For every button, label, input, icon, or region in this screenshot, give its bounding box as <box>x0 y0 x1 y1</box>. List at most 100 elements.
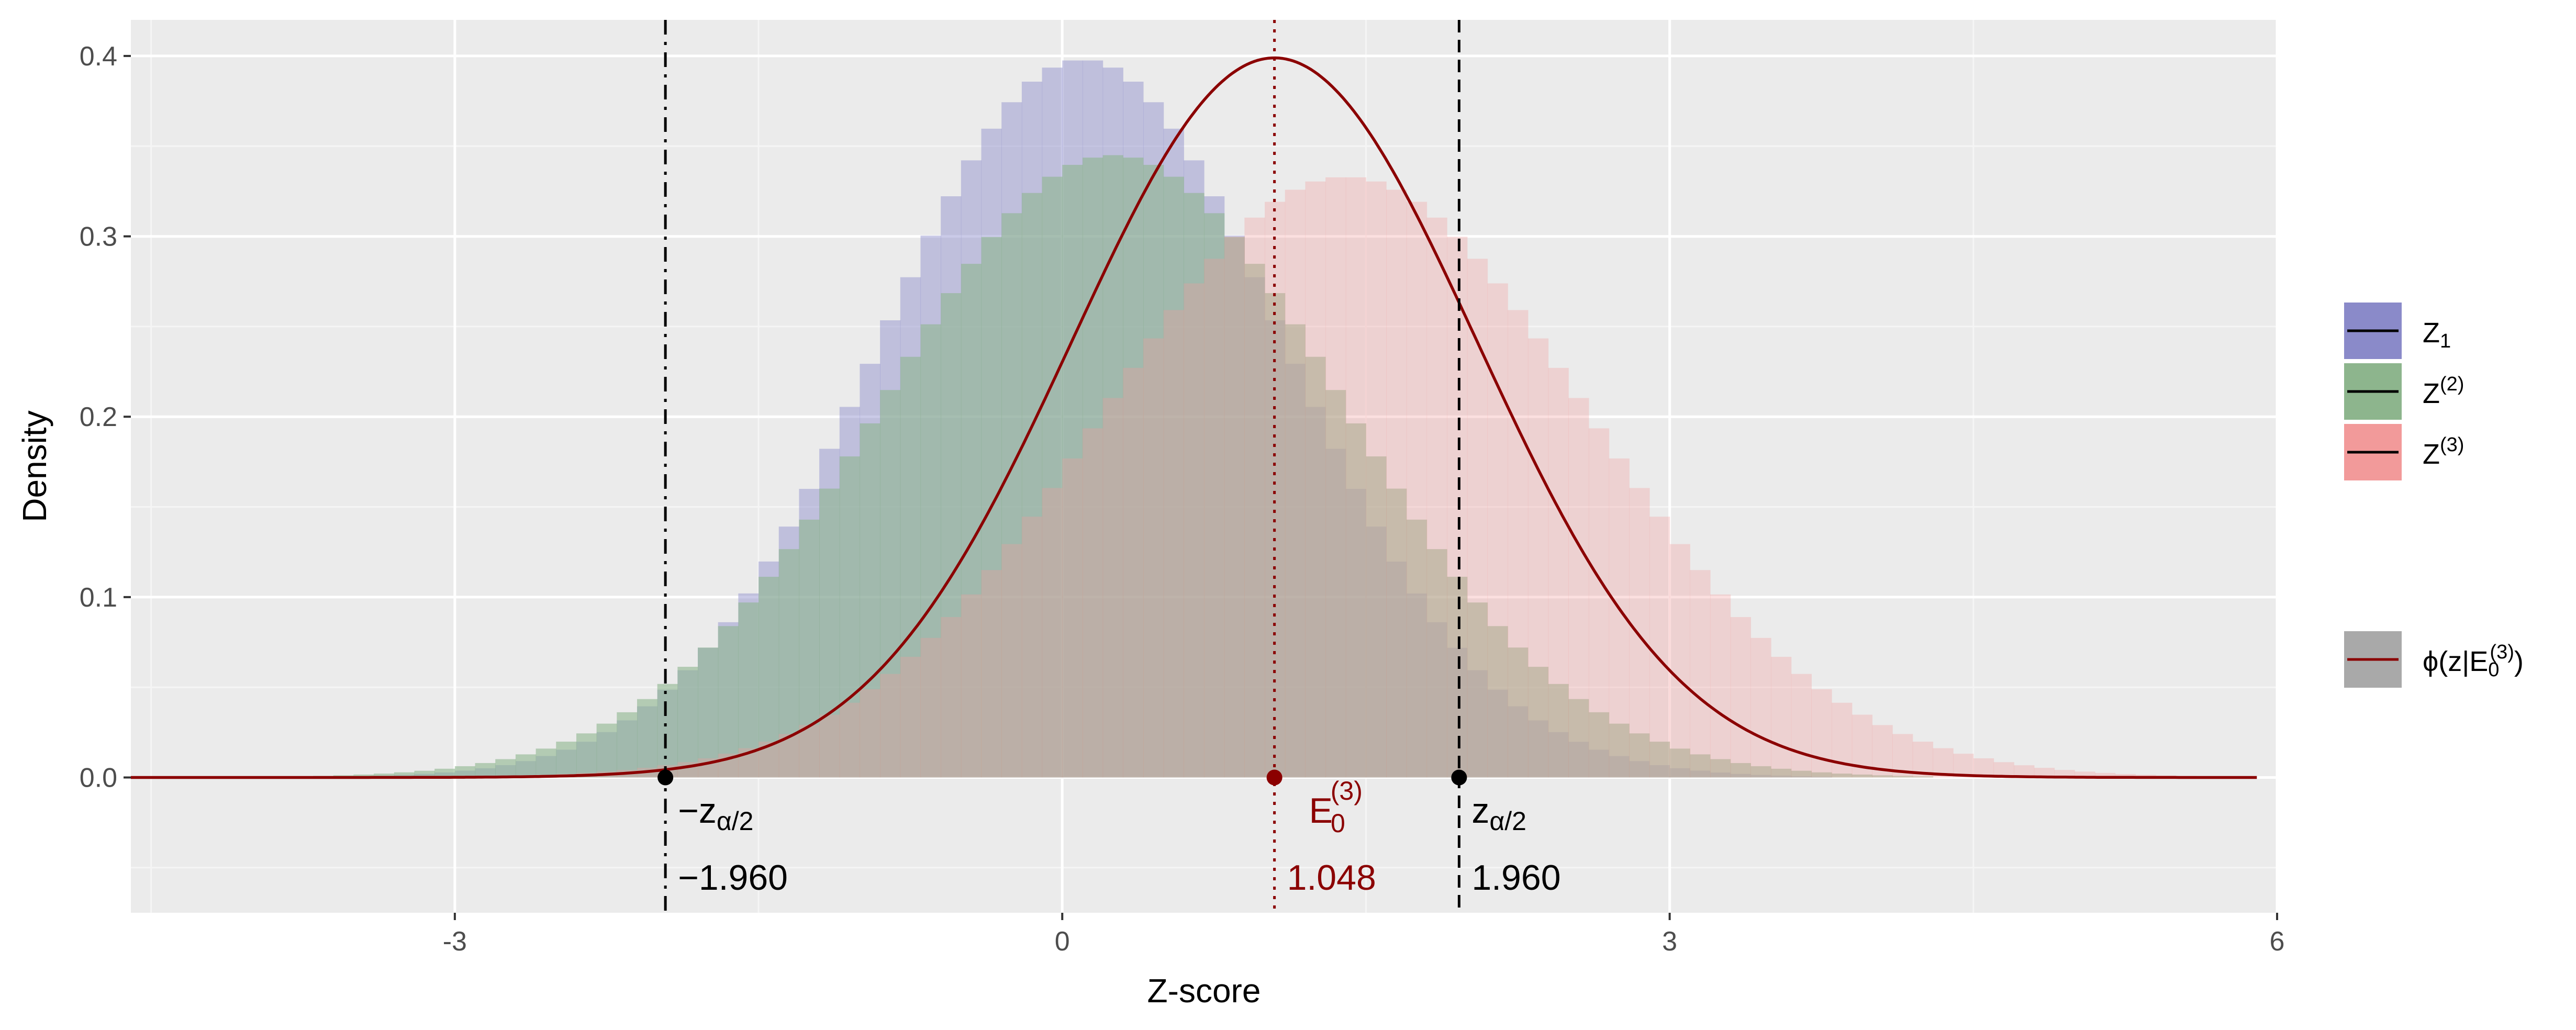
histogram-bar <box>839 456 861 778</box>
y-tick-label: 0.2 <box>80 402 117 432</box>
histogram-bar <box>1123 367 1144 778</box>
histogram-bar <box>1629 733 1650 778</box>
histogram-bar <box>374 774 395 778</box>
legend-label: ϕ(z|E0(3)) <box>2423 641 2524 681</box>
histogram-bar <box>1102 155 1123 778</box>
annotation-value: 1.048 <box>1287 858 1376 898</box>
histogram-bar <box>981 570 1002 778</box>
histogram-bar <box>617 712 638 778</box>
histogram-bar <box>1406 201 1428 778</box>
histogram-bar <box>941 617 962 778</box>
histogram-bar <box>1123 158 1144 778</box>
density-curve-group <box>131 56 2257 779</box>
histogram-bar <box>1710 594 1731 778</box>
x-axis-title: Z-score <box>1147 972 1261 1010</box>
legend-label: Z(3) <box>2423 434 2464 470</box>
histogram-series-2 <box>293 155 1934 778</box>
histogram-bar <box>1568 398 1589 778</box>
histogram-bar <box>475 763 496 778</box>
histogram-bar <box>1730 617 1751 778</box>
histogram-bar <box>2115 774 2136 778</box>
y-tick-label: 0.0 <box>80 763 117 793</box>
legend-item: Z(2) <box>2344 363 2464 420</box>
annotation-value: −1.960 <box>678 858 788 898</box>
histogram-bar <box>1062 458 1083 778</box>
histogram-bar <box>1912 776 1934 778</box>
histogram-bar <box>1710 759 1731 778</box>
histogram-bar <box>1973 758 1994 778</box>
y-axis: 0.0 0.1 0.2 0.3 0.4 <box>80 41 131 793</box>
annotation-label: zα/2 <box>1471 791 1526 836</box>
histogram-series-3 <box>475 177 2217 778</box>
histogram-bar <box>1568 699 1589 778</box>
histogram-bar <box>1447 577 1468 778</box>
histogram-bar <box>1325 177 1346 778</box>
x-tick-label: 6 <box>2270 926 2285 957</box>
histogram-bar <box>1426 217 1447 778</box>
histogram-bar <box>1386 488 1407 778</box>
x-tick-label: 0 <box>1055 926 1070 957</box>
histogram-bar <box>1527 338 1549 778</box>
histogram-bar <box>1143 164 1164 778</box>
histogram-bar <box>1265 293 1286 778</box>
annotations: −zα/2 −1.960 E0(3) 1.048 zα/2 1.960 <box>678 776 1560 898</box>
histogram-bar <box>1366 181 1387 778</box>
density-curve <box>131 56 2257 779</box>
histogram-bar <box>1811 689 1832 778</box>
histogram-bar <box>880 390 901 778</box>
histogram-bar <box>698 647 719 778</box>
histogram-bar <box>1609 723 1630 778</box>
histogram-bar <box>1001 544 1022 778</box>
histogram-bar <box>677 667 698 778</box>
histogram-bar <box>515 754 537 778</box>
histogram-bar <box>1285 324 1306 778</box>
histogram-bar <box>1508 647 1529 778</box>
histogram-bar <box>1305 356 1326 778</box>
histogram-bar <box>1305 181 1326 778</box>
histogram-bar <box>434 768 455 778</box>
histogram-bar <box>536 748 556 778</box>
histogram-bar <box>1082 158 1103 778</box>
reference-point <box>1451 769 1467 786</box>
legend-label: Z1 <box>2423 317 2451 352</box>
reference-lines <box>664 20 1460 913</box>
histogram-bar <box>1487 283 1508 778</box>
reference-point <box>1266 769 1283 786</box>
histogram-bar <box>556 742 577 778</box>
histogram-bar <box>920 637 941 778</box>
histogram-bar <box>1892 776 1913 778</box>
annotation-label: −zα/2 <box>678 791 753 836</box>
histogram-bar <box>1184 283 1205 778</box>
histogram-bar <box>1386 189 1407 778</box>
legend-item: Z1 <box>2344 303 2451 359</box>
histogram-bar <box>1771 656 1792 778</box>
histogram-bar <box>1832 774 1853 778</box>
histogram-bar <box>1487 626 1508 778</box>
histogram-bar <box>1690 570 1711 778</box>
histogram-bar <box>1669 544 1690 778</box>
histogram-bar <box>1082 428 1103 778</box>
histogram-bar <box>1872 775 1893 778</box>
histogram-bar <box>1285 189 1306 778</box>
histogram-bar <box>819 488 840 778</box>
histogram-bar <box>1852 774 1873 778</box>
y-tick-label: 0.3 <box>80 222 117 252</box>
histogram-bar <box>1163 176 1184 778</box>
histogram-bar <box>1548 367 1569 778</box>
histogram-bar <box>1062 164 1083 778</box>
histogram-bar <box>1345 177 1367 778</box>
histogram-bar <box>1832 702 1853 778</box>
histogram-bar <box>1811 772 1832 778</box>
histogram-bar <box>1588 428 1610 778</box>
histogram-bar <box>1204 213 1225 778</box>
histogram-bar <box>1649 742 1670 778</box>
histogram-bar <box>961 594 982 778</box>
histogram-bar <box>353 774 374 778</box>
histogram-bar <box>2094 772 2116 778</box>
histogram-bar <box>1690 754 1711 778</box>
histogram-bar <box>1163 310 1184 778</box>
histogram-bar <box>2014 765 2035 778</box>
y-tick-label: 0.1 <box>80 583 117 613</box>
histogram-bar <box>799 725 820 778</box>
histogram-bar <box>1042 488 1063 778</box>
